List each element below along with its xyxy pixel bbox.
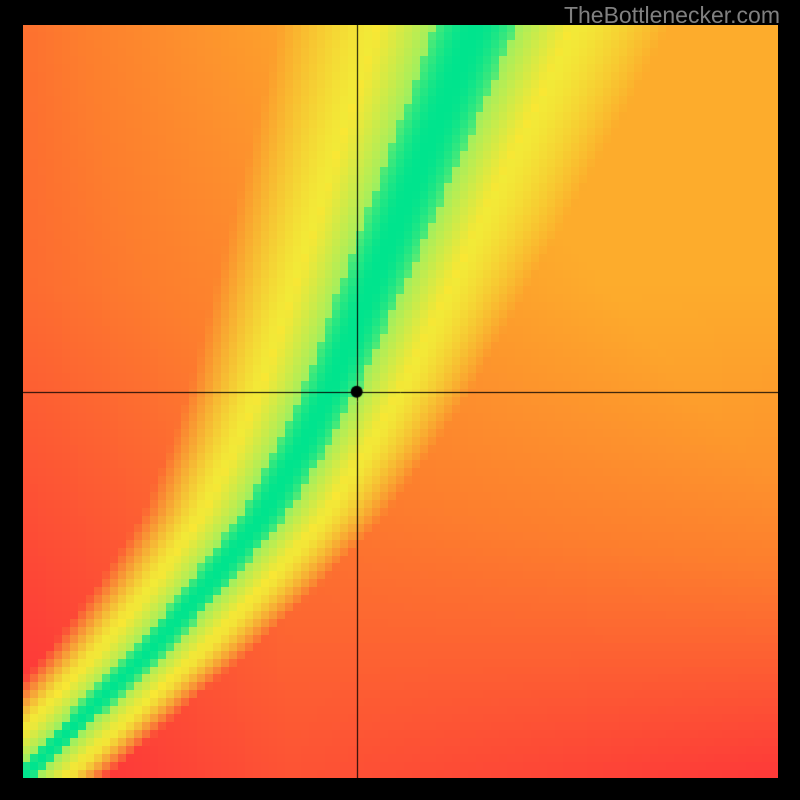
- watermark-text: TheBottlenecker.com: [564, 2, 780, 29]
- chart-container: TheBottlenecker.com: [0, 0, 800, 800]
- bottleneck-heatmap: [23, 25, 778, 778]
